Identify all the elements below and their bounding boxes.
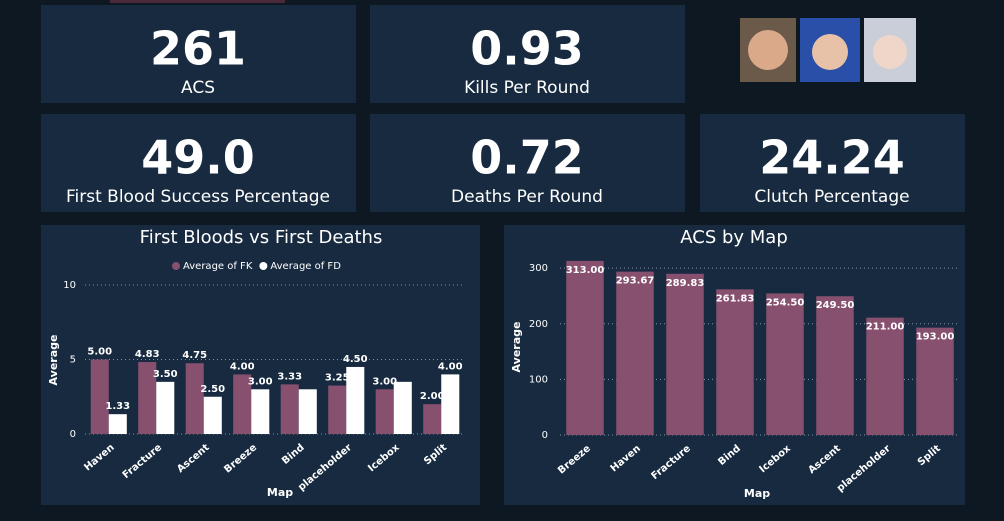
bar	[375, 389, 394, 434]
bar	[251, 389, 270, 434]
data-label: 4.75	[182, 350, 207, 361]
data-label: 1.33	[105, 401, 130, 412]
kpi-value: 24.24	[759, 131, 905, 185]
chart-title: First Bloods vs First Deaths	[140, 227, 383, 248]
avatar-face	[748, 30, 788, 70]
bar	[866, 317, 904, 435]
kpi-label: First Blood Success Percentage	[66, 187, 330, 207]
data-label: 261.83	[716, 293, 755, 304]
bar	[566, 260, 604, 435]
avatar-face	[812, 34, 848, 70]
data-label: 5.00	[87, 347, 112, 358]
bar	[138, 362, 157, 434]
data-label: 4.50	[343, 354, 368, 365]
y-tick-label: 0	[542, 430, 548, 441]
bar	[666, 273, 704, 435]
legend-label: Average of FK	[183, 261, 253, 272]
bar	[328, 385, 347, 434]
kpi-label: Clutch Percentage	[754, 187, 909, 207]
bar	[185, 363, 204, 434]
kpi-label: Kills Per Round	[464, 78, 590, 98]
legend-swatch	[259, 262, 268, 270]
kpi-value: 0.72	[470, 131, 584, 185]
card	[370, 114, 685, 212]
y-axis-title: Average	[510, 322, 523, 373]
card	[370, 5, 685, 103]
avatars	[740, 18, 916, 82]
data-label: 293.67	[616, 276, 655, 287]
bar	[616, 271, 654, 435]
data-label: 249.50	[816, 300, 855, 311]
data-label: 3.00	[248, 376, 273, 387]
data-label: 193.00	[916, 332, 955, 343]
avatar-face	[873, 35, 907, 69]
data-label: 2.00	[420, 391, 445, 402]
kpi-label: ACS	[181, 78, 215, 98]
bar	[156, 381, 175, 434]
data-label: 211.00	[866, 322, 905, 333]
kpi-value: 0.93	[470, 22, 584, 76]
top-accent	[110, 0, 285, 3]
y-tick-label: 200	[529, 319, 548, 330]
kpi-value: 49.0	[141, 131, 255, 185]
bar	[346, 366, 365, 434]
x-axis-title: Map	[267, 486, 293, 499]
card	[41, 5, 356, 103]
bar	[816, 296, 854, 435]
data-label: 4.83	[135, 349, 160, 360]
bar	[203, 396, 222, 434]
bar	[423, 404, 442, 434]
data-label: 3.00	[372, 376, 397, 387]
y-tick-label: 10	[63, 280, 76, 291]
card	[41, 114, 356, 212]
legend-label: Average of FD	[270, 261, 341, 272]
bar	[393, 381, 412, 434]
chart-panel	[41, 225, 480, 505]
data-label: 289.83	[666, 278, 705, 289]
y-axis-title: Average	[47, 335, 60, 386]
data-label: 2.50	[200, 384, 225, 395]
x-axis-title: Map	[744, 487, 770, 500]
bar	[280, 384, 299, 434]
bar	[108, 414, 127, 434]
y-tick-label: 0	[70, 429, 76, 440]
bar	[716, 289, 754, 435]
bar	[766, 293, 804, 435]
bar	[441, 374, 460, 434]
data-label: 313.00	[566, 265, 605, 276]
kpi-value: 261	[150, 22, 246, 76]
data-label: 3.33	[277, 371, 302, 382]
data-label: 254.50	[766, 297, 805, 308]
bar	[90, 359, 109, 434]
bar	[233, 374, 252, 434]
bar	[298, 389, 317, 434]
y-tick-label: 100	[529, 374, 548, 385]
card	[700, 114, 965, 212]
y-tick-label: 5	[70, 355, 76, 366]
data-label: 4.00	[230, 361, 255, 372]
y-tick-label: 300	[529, 263, 548, 274]
bar	[916, 327, 954, 435]
data-label: 3.25	[325, 373, 350, 384]
legend-swatch	[172, 262, 180, 270]
data-label: 4.00	[438, 361, 463, 372]
data-label: 3.50	[153, 369, 178, 380]
kpi-label: Deaths Per Round	[451, 187, 603, 207]
chart-title: ACS by Map	[680, 227, 788, 248]
